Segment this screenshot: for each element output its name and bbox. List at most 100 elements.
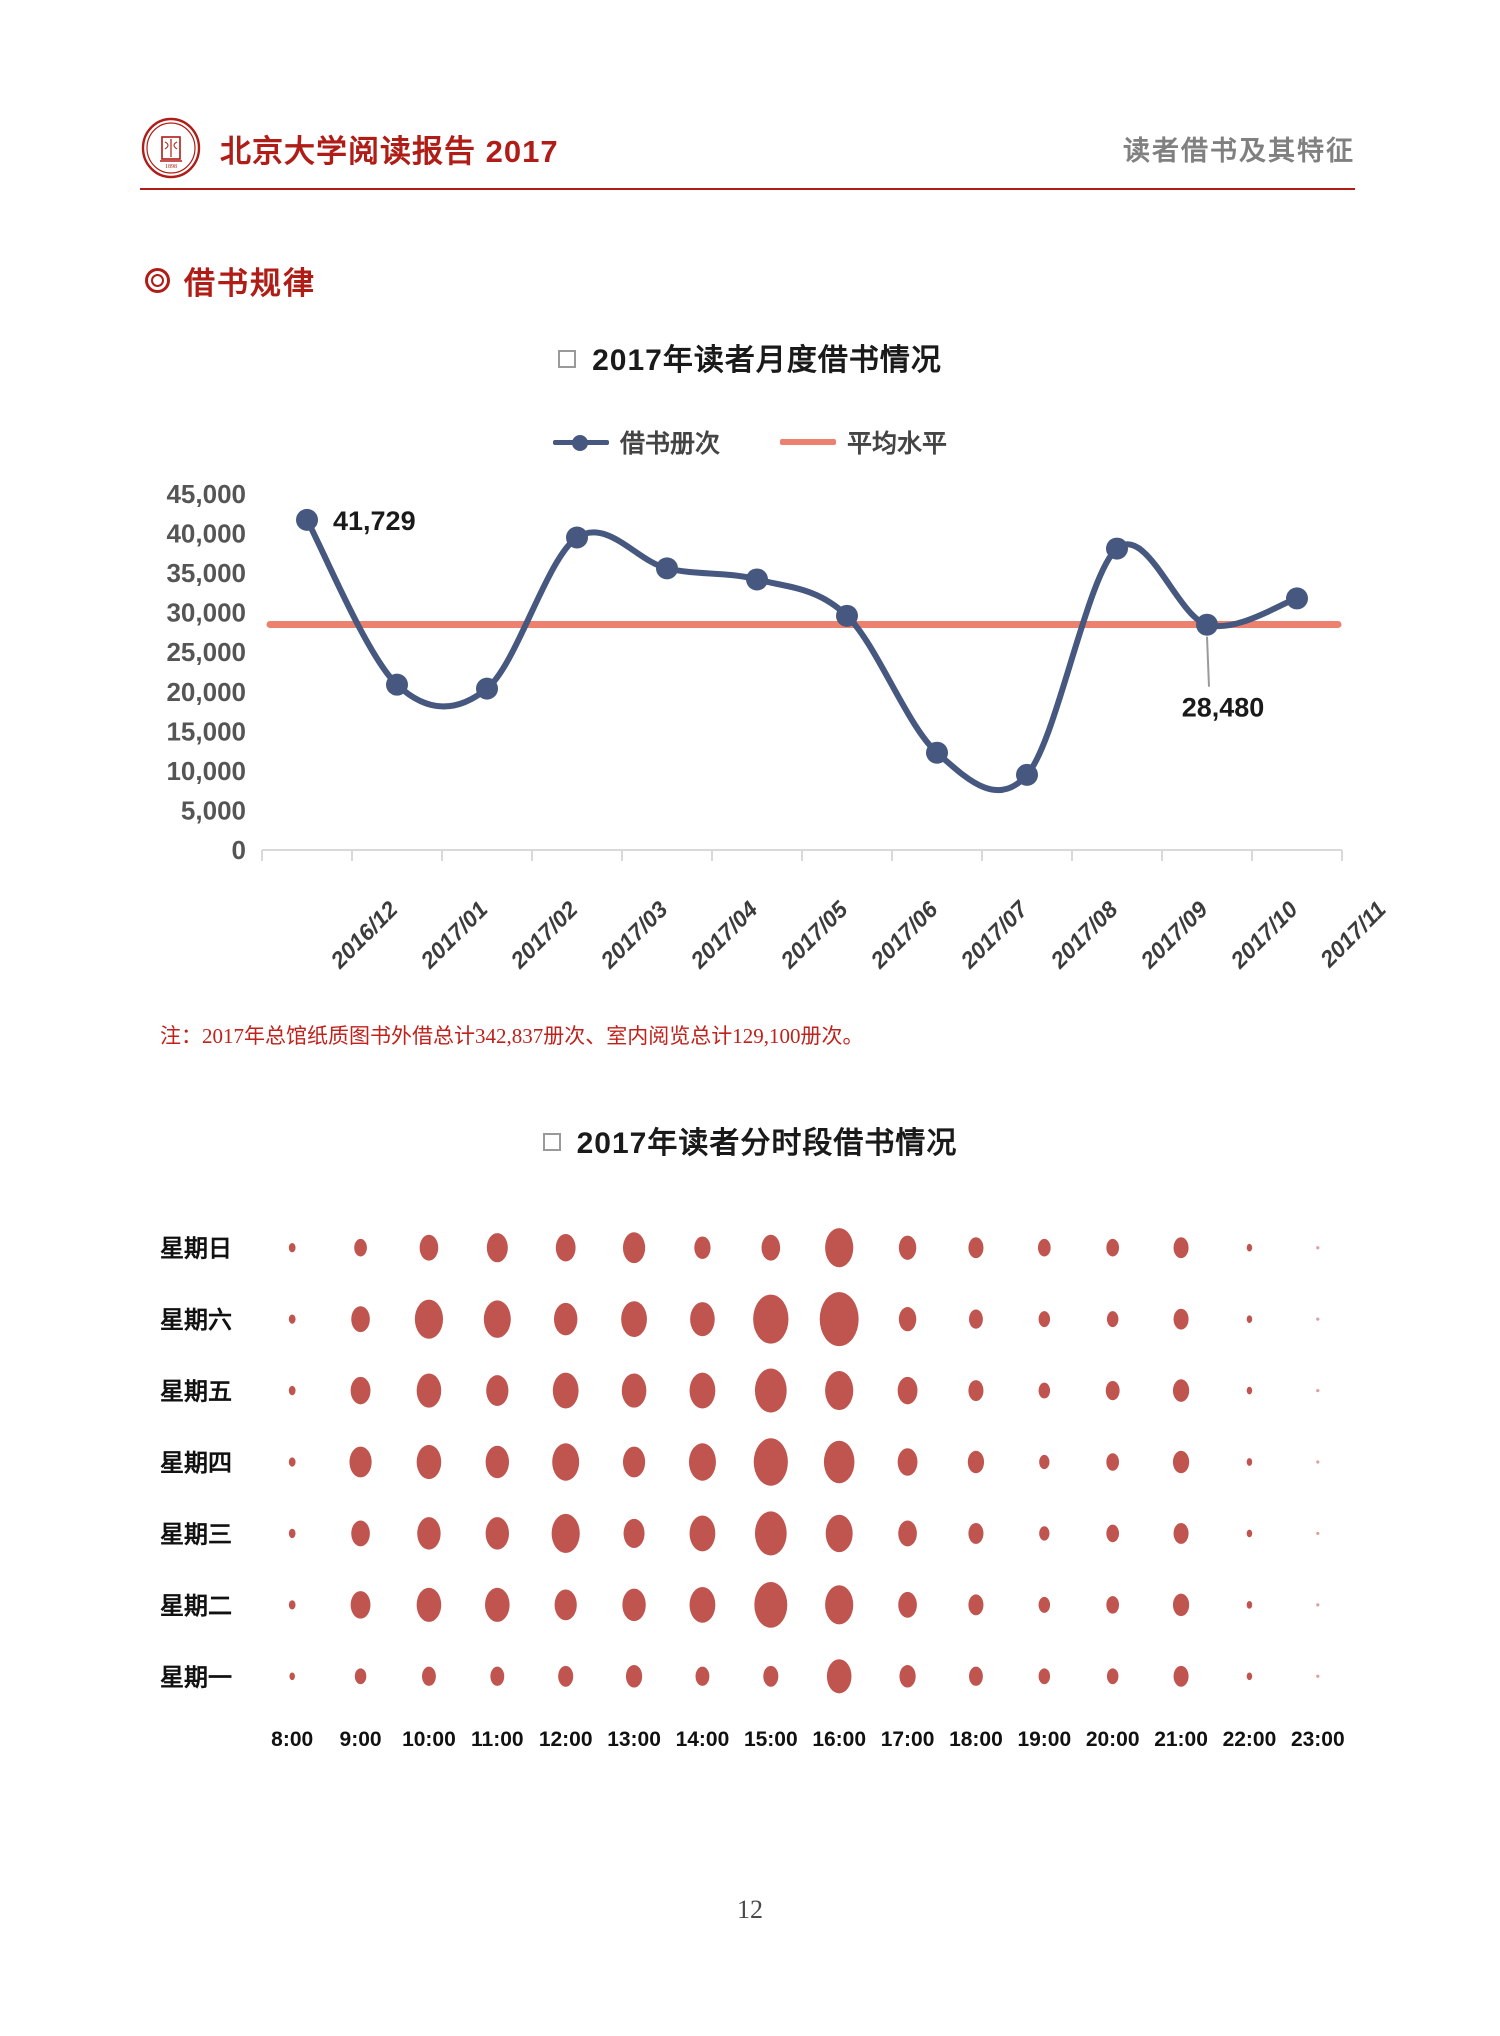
- chart2-bubble: [1172, 1379, 1190, 1402]
- chart2-bubble: [351, 1520, 370, 1547]
- chart1-x-label: 2017/02: [505, 896, 583, 974]
- page-header: 1898 北京大学阅读报告 2017 读者借书及其特征: [140, 108, 1355, 190]
- chart2-bubble: [552, 1372, 579, 1409]
- chart1-data-label-first: 41,729: [333, 506, 416, 536]
- chart2-bubble: [288, 1600, 296, 1610]
- chart2-bubble: [1246, 1529, 1253, 1538]
- chart1-data-point: [656, 557, 678, 580]
- chart2-bubble: [483, 1300, 511, 1338]
- chart2-row-label: 星期一: [160, 1664, 232, 1691]
- chart2-bubble: [622, 1588, 646, 1622]
- chart1-data-point: [926, 741, 948, 764]
- chart1-x-label: 2017/08: [1045, 896, 1123, 974]
- chart2-bubble: [485, 1517, 510, 1550]
- chart2-bubble: [419, 1234, 439, 1261]
- chart2-bubble: [897, 1448, 918, 1476]
- chart1-plot-area: 0 5,000 10,000 15,000 20,000 25,000 30,000 35,0…: [140, 480, 1360, 880]
- chart2-bubble: [485, 1445, 510, 1479]
- chart1-data-point: [1196, 613, 1218, 636]
- chart1-x-label: 2017/05: [775, 896, 853, 974]
- chart2-bubble: [354, 1238, 367, 1257]
- legend-label-borrow-count: 借书册次: [619, 430, 720, 458]
- chart2-bubble: [763, 1665, 779, 1687]
- chart2-bubble: [289, 1672, 295, 1681]
- section-heading: 借书规律: [145, 258, 316, 303]
- chart1-x-label: 2017/01: [415, 896, 493, 974]
- page-number: 12: [737, 1895, 763, 1924]
- chart1-y-tick: 15,000: [166, 716, 246, 746]
- chart1-x-label: 2017/09: [1135, 896, 1213, 974]
- chart1-y-tick: 45,000: [166, 480, 246, 509]
- chart2-bubble: [350, 1376, 371, 1405]
- chart2-x-label: 10:00: [402, 1728, 456, 1751]
- chart2-bubble: [288, 1243, 296, 1253]
- chart2-bubble: [968, 1594, 984, 1616]
- chart1-y-tick: 25,000: [166, 637, 246, 667]
- chart2-bubble: [823, 1440, 855, 1484]
- chart2-bubble: [417, 1517, 441, 1550]
- chart1-x-label: 2017/07: [955, 896, 1033, 974]
- chart2-plot-area: 星期日 星期六 星期五 星期四 星期三 星期二 星期一 8:00 9:00 10:00 11:00 1…: [140, 1190, 1360, 1780]
- line-marker-icon: [552, 432, 609, 452]
- chart2-bubble: [968, 1380, 984, 1402]
- chart1-y-tick: 30,000: [166, 598, 246, 628]
- chart2-x-label: 12:00: [539, 1728, 593, 1751]
- chart2-bubble: [1037, 1238, 1051, 1257]
- chart2-bubble: [1039, 1454, 1050, 1470]
- chart2-x-label: 9:00: [340, 1728, 382, 1751]
- chart2-title-label: 2017年读者分时段借书情况: [576, 1127, 958, 1160]
- chart2-bubble: [969, 1666, 983, 1686]
- chart2-bubble: [1316, 1460, 1320, 1464]
- chart2-bubble: [350, 1591, 371, 1619]
- chart2-bubble: [1039, 1526, 1050, 1541]
- chart2-x-label: 8:00: [271, 1728, 313, 1751]
- chart1-data-point: [746, 568, 768, 591]
- square-bullet-icon: [542, 1133, 561, 1151]
- chart2-bubble: [826, 1659, 852, 1694]
- chart2-bubble: [1173, 1237, 1189, 1259]
- chart2-x-label: 22:00: [1223, 1728, 1277, 1751]
- chart2-row-label: 星期二: [160, 1593, 232, 1620]
- chart1-data-point: [296, 508, 318, 531]
- line-icon: [780, 439, 836, 445]
- chart2-bubble: [899, 1665, 916, 1688]
- chart1-title: 2017年读者月度借书情况: [0, 335, 1500, 379]
- chart2-bubble: [416, 1587, 442, 1622]
- chart1-x-label: 2017/11: [1314, 896, 1391, 972]
- chart2-bubble: [1246, 1315, 1253, 1323]
- chart2-bubble: [898, 1307, 917, 1332]
- chart2-bubble: [1246, 1458, 1253, 1466]
- chart2-bubble: [349, 1446, 372, 1478]
- chart2-bubble: [761, 1234, 781, 1261]
- chart2-row-label: 星期四: [160, 1450, 232, 1477]
- chart2-bubble: [1106, 1596, 1120, 1614]
- chart2-bubble: [1316, 1674, 1320, 1678]
- chart2-bubble: [695, 1666, 710, 1686]
- chart2-bubble: [1316, 1603, 1320, 1607]
- chart2-x-label: 18:00: [949, 1728, 1003, 1751]
- chart2-bubble: [898, 1235, 917, 1260]
- chart1-data-point: [386, 673, 408, 696]
- chart2-bubble: [825, 1585, 854, 1625]
- chart2-bubble: [1172, 1593, 1190, 1617]
- chart2-bubble: [1105, 1380, 1120, 1401]
- report-title: 北京大学阅读报告 2017: [220, 133, 559, 169]
- chart2-x-label: 17:00: [881, 1728, 935, 1751]
- header-section-title: 读者借书及其特征: [1123, 135, 1355, 166]
- chart2-bubble: [967, 1450, 985, 1474]
- chart2-bubble: [354, 1668, 367, 1685]
- chart1-data-point: [1106, 537, 1128, 560]
- legend-item-average: 平均水平: [780, 424, 947, 460]
- chart2-bubble: [689, 1586, 716, 1623]
- chart2-bubble: [754, 1511, 787, 1556]
- chart2-bubble: [623, 1518, 645, 1549]
- chart2-bubble: [414, 1299, 444, 1339]
- chart2-bubble: [621, 1373, 647, 1408]
- chart2-x-label: 19:00: [1017, 1728, 1071, 1751]
- chart2-x-label: 16:00: [812, 1728, 866, 1751]
- chart2-bubble: [351, 1306, 370, 1333]
- chart2-bubble: [1106, 1524, 1120, 1543]
- chart1-data-point: [1016, 763, 1038, 786]
- chart2-bubble: [1172, 1450, 1190, 1474]
- chart2-bubble: [1106, 1453, 1120, 1471]
